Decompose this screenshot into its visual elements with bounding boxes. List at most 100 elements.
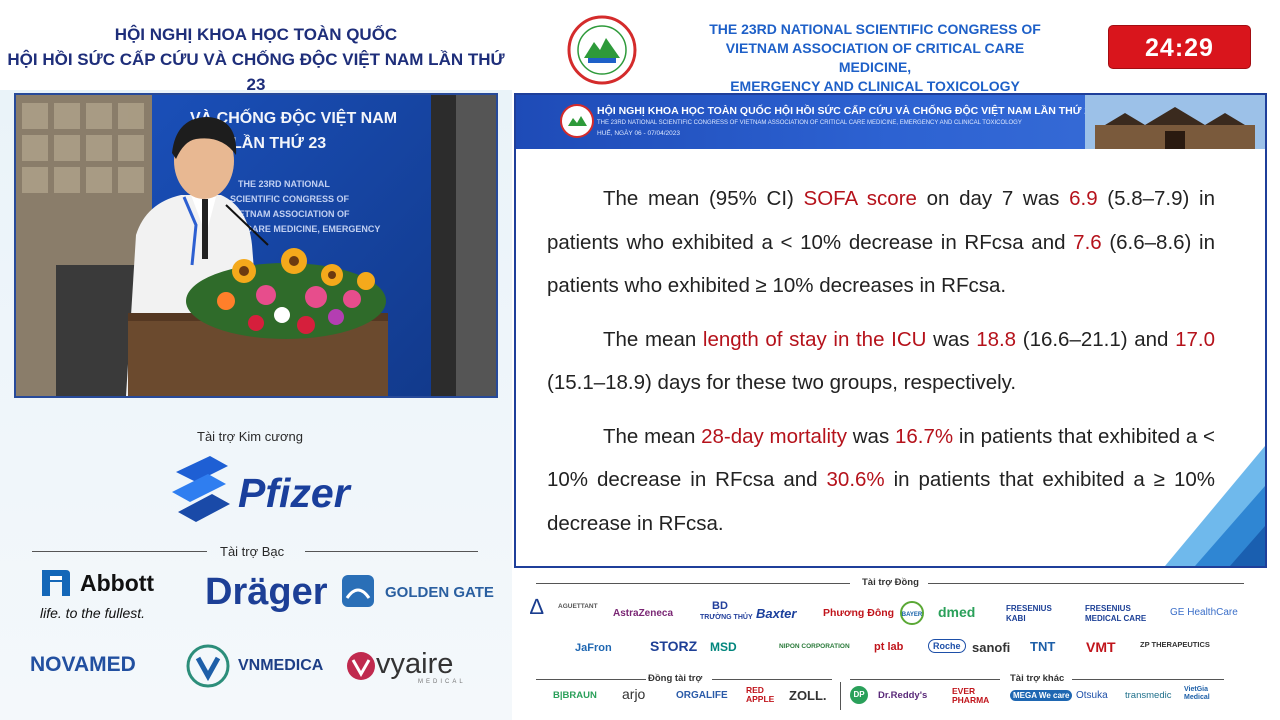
bayer-logo-icon: BAYER xyxy=(900,601,924,625)
dp-logo: DP xyxy=(850,686,868,704)
vyaire-logo-icon xyxy=(347,652,375,680)
arjo-logo: arjo xyxy=(622,686,646,702)
vmt-logo: VMT xyxy=(1086,639,1116,655)
slide-text-body: The mean (95% CI) SOFA score on day 7 wa… xyxy=(547,177,1215,555)
vertical-divider xyxy=(840,682,841,710)
slide-banner: HỘI NGHỊ KHOA HỌC TOÀN QUỐC HỘI HỒI SỨC … xyxy=(516,95,1265,149)
congress-logo-icon xyxy=(567,15,637,85)
bronze-sponsor-title: Tài trợ Đồng xyxy=(862,577,919,588)
slide-congress-logo-icon xyxy=(560,104,594,138)
divider xyxy=(928,583,1244,584)
fresenius-medical-care-logo: FRESENIUS MEDICAL CARE xyxy=(1085,604,1147,623)
other-sponsor-title: Tài trợ khác xyxy=(1010,673,1065,684)
highlight-sofa-score: SOFA score xyxy=(803,187,917,210)
text: (15.1–18.9) days for these two groups, r… xyxy=(547,371,1017,394)
novamed-logo-text: NOVAMED xyxy=(30,653,136,676)
divider xyxy=(1072,679,1224,680)
red-apple-logo: RED APPLE xyxy=(746,685,775,704)
text: The mean (95% CI) xyxy=(603,187,804,210)
highlight-value: 18.8 xyxy=(976,327,1017,351)
congress-title-en-line3: EMERGENCY AND CLINICAL TOXICOLOGY xyxy=(730,78,1020,94)
bbraun-logo: B|BRAUN xyxy=(553,690,597,701)
backdrop-line4: SCIENTIFIC CONGRESS OF xyxy=(230,194,350,204)
ever-pharma-logo: EVER PHARMA xyxy=(952,686,990,705)
storz-logo: STORZ xyxy=(650,638,698,654)
backdrop-line3: THE 23RD NATIONAL xyxy=(238,179,330,189)
backdrop-line6: ICAL CARE MEDICINE, EMERGENCY xyxy=(222,224,380,234)
presentation-slide: HỘI NGHỊ KHOA HỌC TOÀN QUỐC HỘI HỒI SỨC … xyxy=(514,93,1267,568)
highlight-value: 6.9 xyxy=(1069,187,1098,210)
text: in patients that exhibited a ≥ 10% decre… xyxy=(547,468,1216,535)
text: in patients that exhibited a < 10% decre… xyxy=(547,424,1215,492)
slide-paragraph-icu-stay: The mean length of stay in the ICU was 1… xyxy=(547,318,1215,405)
vyaire-logo-text: vyaire xyxy=(376,648,454,680)
slide-banner-title: HỘI NGHỊ KHOA HỌC TOÀN QUỐC HỘI HỒI SỨC … xyxy=(597,105,1097,117)
phuong-dong-logo: Phương Đông xyxy=(823,607,895,619)
zp-therapeutics-logo: ZP THERAPEUTICS xyxy=(1140,640,1210,649)
speaker-video[interactable]: VÀ CHỐNG ĐỘC VIỆT NAM LẦN THỨ 23 THE 23R… xyxy=(14,93,498,398)
astrazeneca-logo: AstraZeneca xyxy=(613,608,674,619)
text: was xyxy=(847,424,895,448)
divider xyxy=(712,679,832,680)
pfizer-logo-text: Pfizer xyxy=(238,470,350,516)
drager-logo-text: Dräger xyxy=(205,571,328,613)
flower-arrangement xyxy=(186,248,386,339)
bayer-logo-text: BAYER xyxy=(902,612,923,618)
vnmedica-logo-text: VNMEDICA xyxy=(238,657,324,674)
bd-logo: BD xyxy=(712,600,728,612)
congress-title-vi: HỘI NGHỊ KHOA HỌC TOÀN QUỐC HỘI HỒI SỨC … xyxy=(0,22,512,97)
slide-banner-subtitle: THE 23RD NATIONAL SCIENTIFIC CONGRESS OF… xyxy=(597,120,1022,126)
text: (6.6–8.6) in patients who exhibited ≥ 10… xyxy=(547,230,1215,298)
text: The mean xyxy=(603,327,703,351)
co-sponsor-title: Đồng tài trợ xyxy=(648,673,703,684)
highlight-mortality: 28-day mortality xyxy=(701,424,847,448)
sanofi-logo: sanofi xyxy=(972,640,1011,655)
diamond-sponsor-title: Tài trợ Kim cương xyxy=(197,429,303,444)
dmed-logo: dmed xyxy=(938,604,976,620)
aguettant-logo: AGUETTANT xyxy=(558,603,598,610)
zoll-logo: ZOLL. xyxy=(789,688,827,703)
baxter-logo: Baxter xyxy=(756,606,797,621)
backdrop-line5: VIETNAM ASSOCIATION OF xyxy=(230,209,350,219)
nipon-logo: NIPON CORPORATION xyxy=(779,643,850,650)
msd-logo: MSD xyxy=(710,640,737,654)
congress-title-vi-line2: HỘI HỒI SỨC CẤP CỨU VÀ CHỐNG ĐỘC VIỆT NA… xyxy=(7,50,505,94)
abbott-logo-icon xyxy=(42,570,70,596)
abbott-tagline: life. to the fullest. xyxy=(40,605,146,621)
golden-gate-logo-text: GOLDEN GATE xyxy=(385,584,494,601)
text: (16.6–21.1) and xyxy=(1016,327,1176,351)
highlight-value: 17.0 xyxy=(1175,327,1215,351)
abbott-logo-text: Abbott xyxy=(80,570,155,596)
ptlab-logo: pt lab xyxy=(874,641,904,653)
divider xyxy=(32,551,207,552)
golden-gate-logo-icon xyxy=(342,575,374,607)
congress-title-vi-line1: HỘI NGHỊ KHOA HỌC TOÀN QUỐC xyxy=(114,25,398,44)
silver-sponsor-title: Tài trợ Bạc xyxy=(220,544,285,559)
ge-healthcare-logo: GE HealthCare xyxy=(1170,607,1238,618)
tnt-logo: TNT xyxy=(1030,639,1056,654)
pfizer-logo-icon xyxy=(172,456,230,522)
divider xyxy=(850,679,1000,680)
orgalife-logo: ORGALIFE xyxy=(676,690,728,701)
aguettant-logo-icon: ∆ xyxy=(530,594,544,619)
mega-logo: MEGA We care xyxy=(1010,690,1073,701)
highlight-icu-stay: length of stay in the ICU xyxy=(702,327,927,351)
vyaire-logo-sub: MEDICAL xyxy=(418,679,466,685)
dr-reddys-logo: Dr.Reddy's xyxy=(878,690,928,701)
text: was xyxy=(926,327,977,351)
vietgia-medical-logo: VietGia Medical xyxy=(1184,686,1210,701)
otsuka-logo: Otsuka xyxy=(1076,690,1108,701)
jafron-logo: JaFron xyxy=(575,642,612,654)
countdown-timer: 24:29 xyxy=(1108,25,1251,69)
transmedic-logo: transmedic xyxy=(1125,690,1172,701)
text: on day 7 was xyxy=(916,187,1070,210)
slide-corner-decoration xyxy=(1165,446,1265,566)
vnmedica-logo-icon xyxy=(186,644,230,688)
slide-paragraph-mortality: The mean 28-day mortality was 16.7% in p… xyxy=(547,415,1215,546)
divider xyxy=(536,583,850,584)
congress-title-en: THE 23RD NATIONAL SCIENTIFIC CONGRESS OF… xyxy=(700,20,1050,96)
text: The mean xyxy=(603,424,702,448)
highlight-value: 16.7% xyxy=(894,424,954,448)
congress-title-en-line1: THE 23RD NATIONAL SCIENTIFIC CONGRESS OF xyxy=(709,21,1041,37)
hue-citadel-image xyxy=(1085,95,1265,149)
